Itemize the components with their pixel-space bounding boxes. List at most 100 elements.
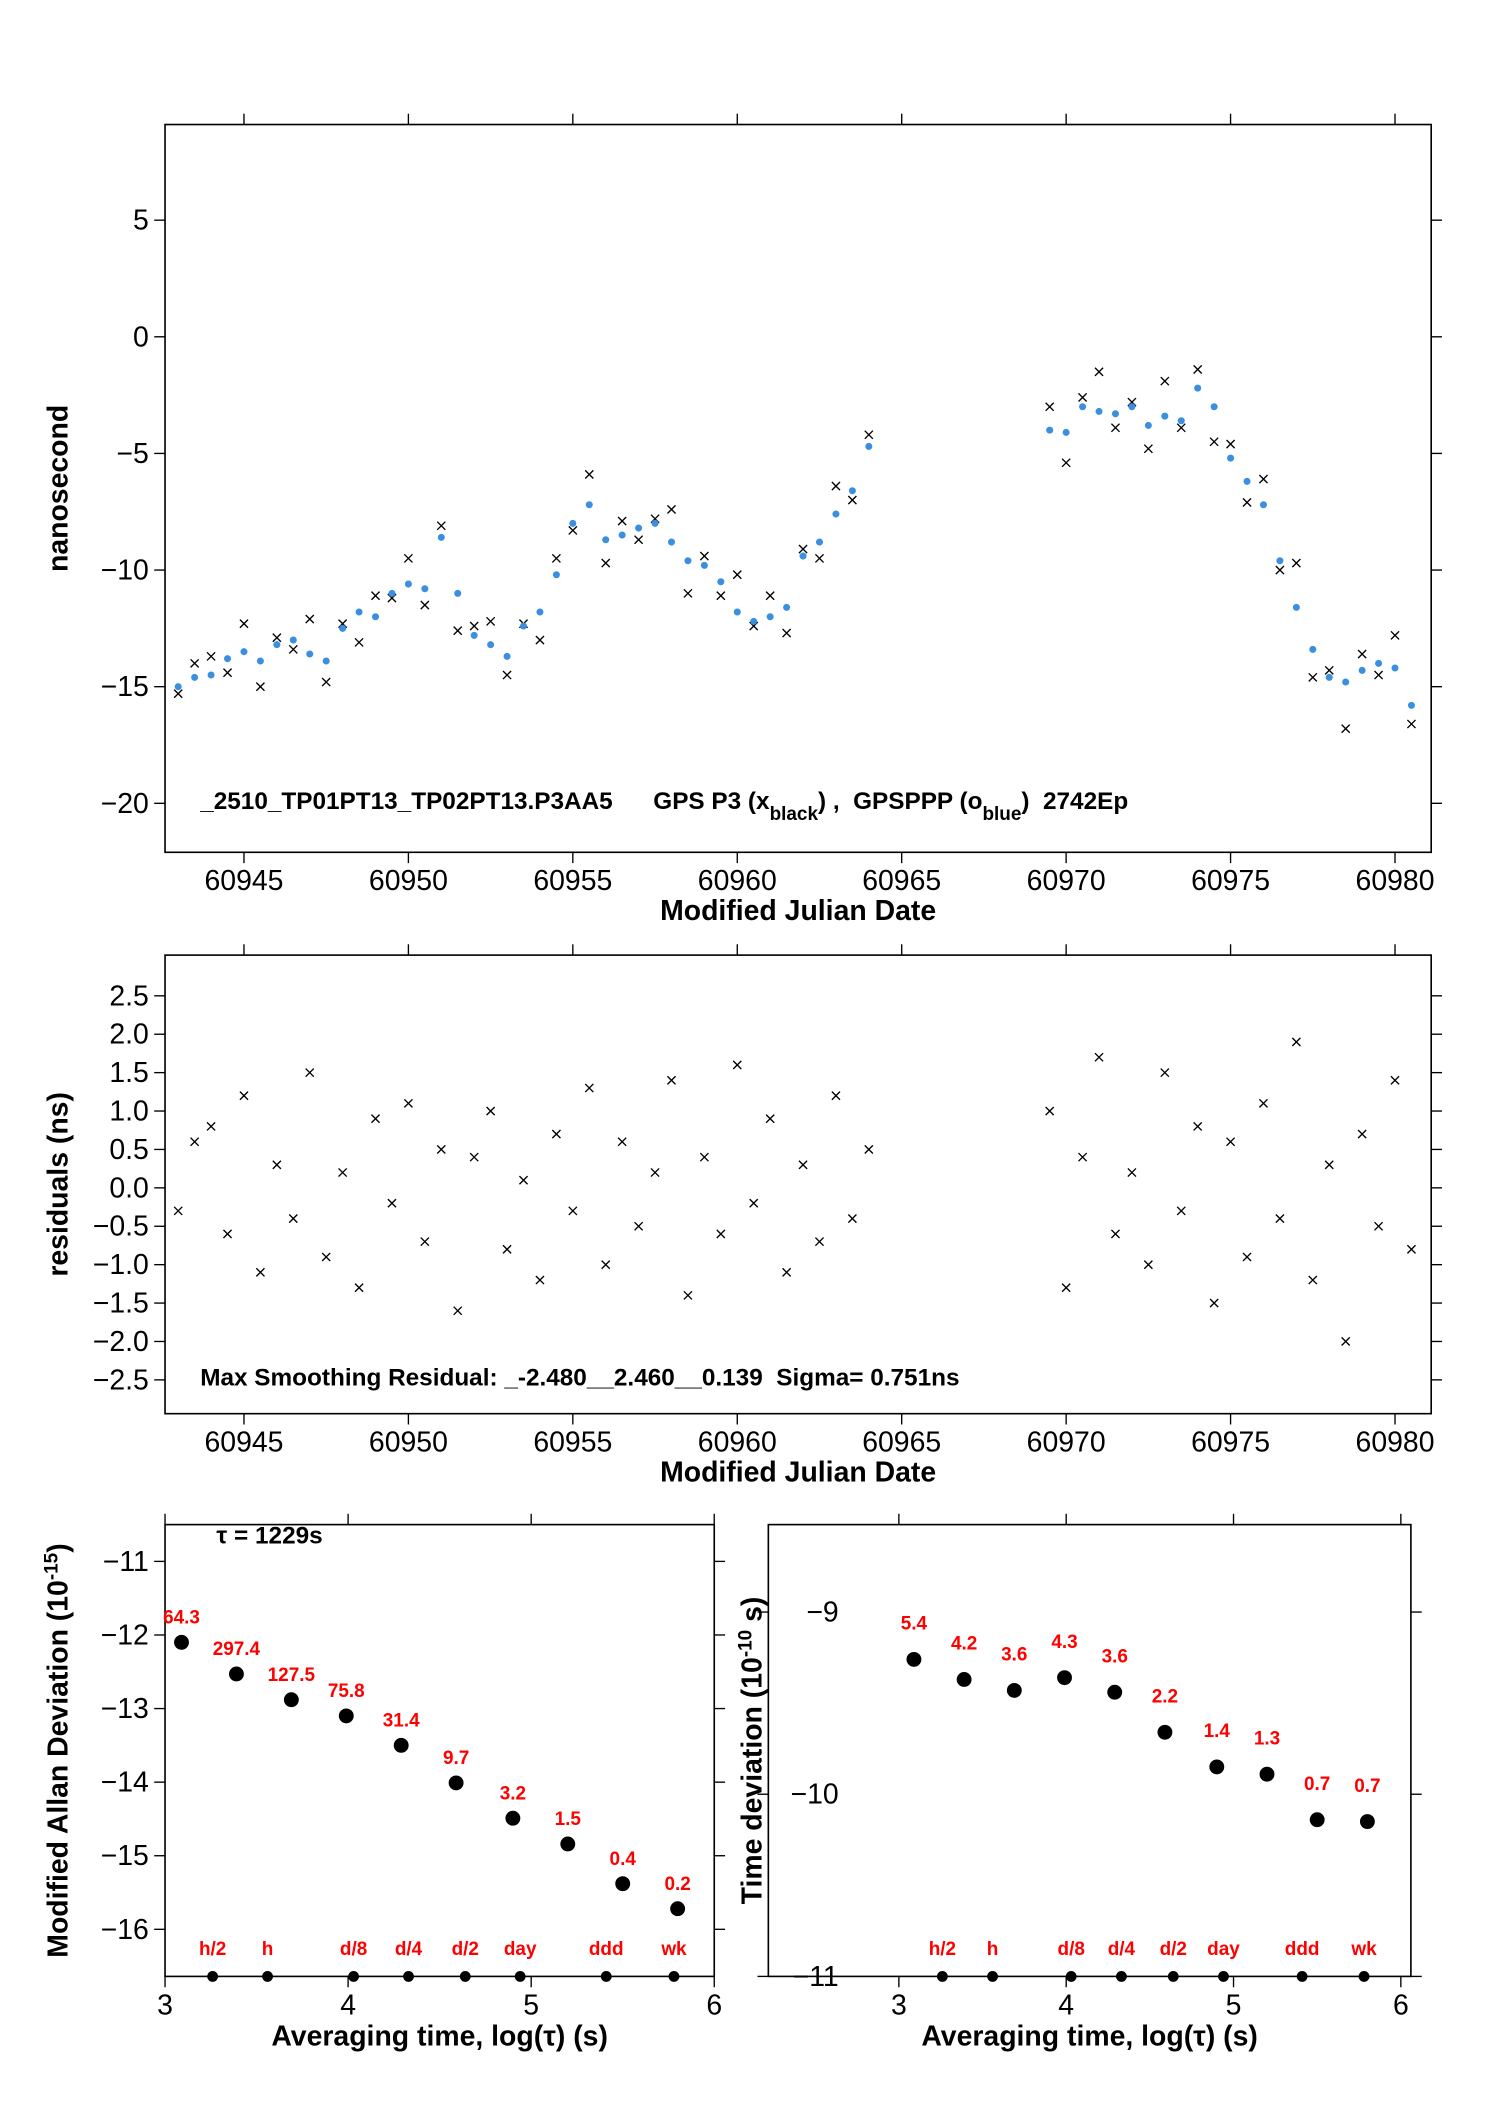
point-o: [306, 650, 314, 658]
x-tick-label: 60945: [204, 1427, 283, 1459]
point-x: [272, 1160, 282, 1170]
point-o: [1079, 403, 1087, 411]
point-label: 0.7: [1354, 1776, 1380, 1797]
scale-marker-label: d/8: [1058, 1939, 1085, 1960]
scale-marker: [1116, 1971, 1127, 1982]
point-x: [403, 1098, 413, 1108]
point-o: [1375, 659, 1383, 667]
x-tick-label: 3: [157, 1989, 173, 2021]
point-x: [584, 469, 594, 479]
plot-frame: [164, 1523, 716, 1978]
y-tick-label: −10: [791, 1779, 839, 1811]
point-o: [750, 617, 758, 625]
y-axis-title-part: -10: [735, 1630, 756, 1657]
scale-marker-label: h/2: [199, 1939, 226, 1960]
point-x: [1226, 1137, 1236, 1147]
point-x: [1406, 719, 1416, 729]
point-x: [666, 1075, 677, 1085]
point-o: [602, 536, 610, 544]
point-o: [470, 631, 478, 639]
point-x: [1176, 423, 1186, 433]
scale-marker-label: ddd: [589, 1939, 624, 1960]
point-o: [717, 578, 725, 586]
point-x: [666, 504, 677, 514]
point-x: [486, 1106, 496, 1116]
y-tick-label: 0.0: [109, 1172, 148, 1204]
scale-marker-label: d/4: [1108, 1939, 1136, 1960]
point-o: [1259, 501, 1267, 509]
point-x: [1242, 1252, 1252, 1262]
scale-marker: [600, 1971, 612, 1982]
y-tick-label: −11: [103, 1546, 149, 1578]
point-o: [371, 613, 380, 621]
point-x: [1160, 1068, 1170, 1078]
point-x: [1308, 672, 1318, 682]
point-o: [832, 510, 840, 518]
point-x: [1324, 1160, 1334, 1170]
point-o: [1046, 426, 1054, 434]
point-x: [469, 621, 479, 631]
x-tick-label: 60965: [862, 1427, 941, 1459]
point-x: [1110, 1229, 1121, 1239]
point-x: [206, 1121, 216, 1131]
point-o: [569, 519, 577, 527]
point-x: [1078, 392, 1088, 402]
point-x: [1094, 367, 1104, 377]
point-x: [1308, 1275, 1318, 1285]
point-dot: [906, 1651, 922, 1667]
point-dot: [1259, 1766, 1275, 1782]
point-dot: [1006, 1682, 1022, 1698]
point-x: [782, 628, 792, 638]
point-x: [1061, 458, 1071, 468]
point-o: [1111, 410, 1119, 418]
x-tick-label: 60970: [1027, 1427, 1106, 1459]
point-x: [535, 1275, 545, 1285]
point-o: [733, 608, 741, 616]
y-tick-label: −2.5: [93, 1364, 149, 1396]
y-tick-label: −10: [101, 555, 149, 587]
x-tick-label: 60975: [1191, 865, 1270, 897]
point-label: 75.8: [328, 1681, 365, 1702]
point-label: 4.2: [951, 1634, 977, 1655]
point-x: [321, 677, 331, 687]
point-x: [173, 1206, 183, 1216]
point-x: [1045, 1106, 1055, 1116]
scale-marker: [262, 1971, 273, 1982]
point-x: [1357, 1129, 1367, 1139]
y-tick-label: 5: [133, 205, 149, 237]
point-o: [454, 589, 462, 597]
x-tick-label: 60950: [369, 865, 448, 897]
point-o: [322, 657, 330, 665]
point-o: [503, 652, 511, 660]
y-axis-title: Time deviation (10-10 s): [735, 1597, 769, 1905]
point-o: [355, 608, 363, 616]
point-x: [699, 1152, 709, 1162]
scale-marker: [514, 1971, 526, 1982]
point-x: [354, 1283, 364, 1293]
point-x: [1275, 1214, 1285, 1224]
point-o: [339, 624, 347, 632]
point-x: [453, 1306, 463, 1316]
annotation-part: ) , GPSPPP (o: [818, 788, 982, 815]
scale-marker-label: d/4: [395, 1939, 423, 1960]
point-x: [634, 535, 644, 545]
y-tick-label: −2.0: [93, 1326, 149, 1358]
point-o: [273, 641, 281, 649]
point-x: [272, 633, 282, 643]
y-tick-label: −12: [101, 1619, 149, 1651]
point-x: [732, 1060, 742, 1070]
point-x: [453, 626, 463, 636]
point-x: [814, 553, 825, 563]
x-tick-label: 60945: [204, 865, 283, 897]
point-x: [173, 689, 183, 699]
point-x: [1341, 1336, 1351, 1347]
x-tick-label: 4: [1058, 1989, 1074, 2021]
point-o: [1177, 417, 1185, 425]
y-tick-label: −11: [793, 1961, 839, 1993]
point-x: [239, 1091, 249, 1101]
point-label: 31.4: [383, 1710, 420, 1731]
point-dot: [505, 1810, 521, 1826]
point-x: [338, 1167, 348, 1178]
y-tick-label: −9: [806, 1597, 838, 1629]
point-x: [387, 1198, 397, 1208]
